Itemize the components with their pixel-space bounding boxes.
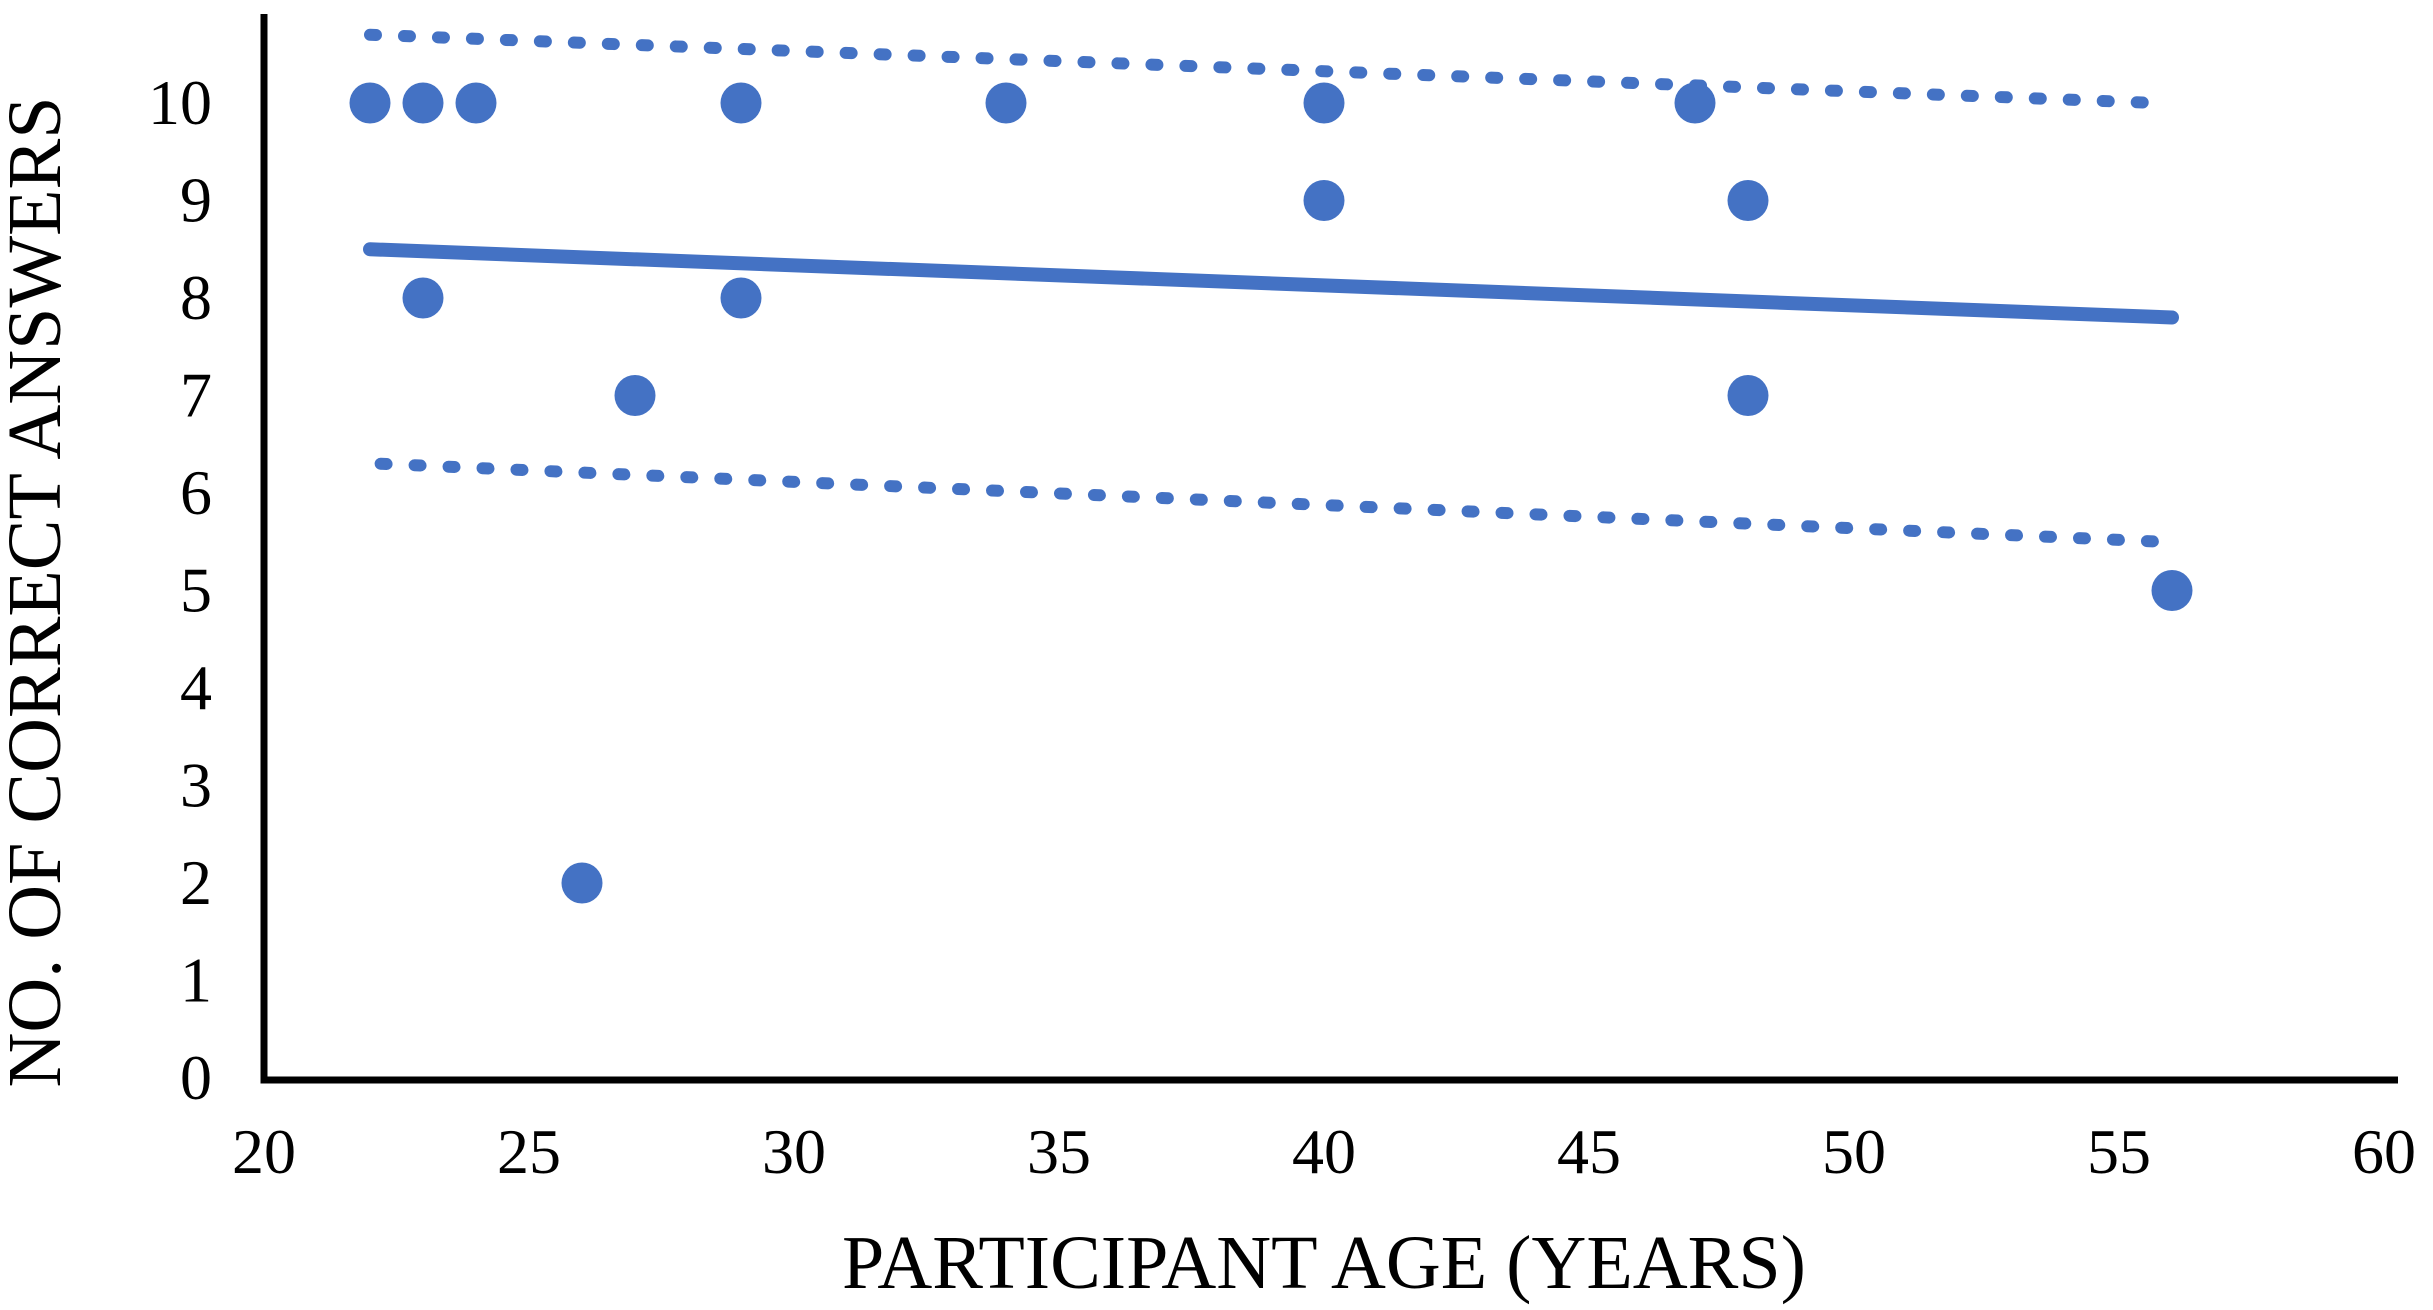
x-tick-label: 20 [232, 1116, 296, 1187]
data-point [1303, 180, 1345, 221]
y-tick-label: 2 [180, 847, 212, 918]
y-tick-label: 7 [180, 360, 212, 431]
data-point [1727, 375, 1769, 416]
y-tick-label: 8 [180, 262, 212, 333]
x-tick-label: 30 [762, 1116, 826, 1187]
data-point [720, 82, 762, 124]
x-tick-label: 60 [2352, 1116, 2416, 1187]
y-tick-label: 10 [148, 67, 212, 138]
x-tick-label: 45 [1557, 1116, 1621, 1187]
x-tick-label: 25 [497, 1116, 561, 1187]
y-tick-label: 9 [180, 165, 212, 236]
data-point [1303, 82, 1345, 124]
x-axis-title: PARTICIPANT AGE (YEARS) [842, 1221, 1806, 1305]
y-tick-label: 5 [180, 555, 212, 626]
y-tick-label: 6 [180, 457, 212, 528]
data-point [2151, 570, 2193, 611]
ci-upper-line [364, 28, 2163, 109]
y-axis-tick-labels: 0 1 2 3 4 5 6 7 8 9 10 [148, 67, 212, 1113]
y-tick-label: 0 [180, 1042, 212, 1113]
data-point [720, 277, 762, 319]
data-point [561, 862, 603, 904]
x-tick-label: 55 [2087, 1116, 2151, 1187]
data-point [1674, 82, 1716, 124]
data-point [349, 82, 391, 124]
data-series [349, 28, 2193, 904]
y-tick-label: 4 [180, 652, 212, 723]
x-tick-label: 35 [1027, 1116, 1091, 1187]
x-tick-label: 40 [1292, 1116, 1356, 1187]
trend-line [363, 242, 2179, 325]
data-point [985, 82, 1027, 124]
data-point [455, 82, 497, 124]
data-point [614, 375, 656, 416]
x-axis-tick-labels: 20 25 30 35 40 45 50 55 60 [232, 1116, 2416, 1187]
data-point [402, 277, 444, 319]
data-point [402, 82, 444, 124]
y-axis-title: NO. OF CORRECT ANSWERS [0, 96, 77, 1087]
ci-lower-line [374, 457, 2168, 548]
x-tick-label: 50 [1822, 1116, 1886, 1187]
y-tick-label: 3 [180, 750, 212, 821]
data-point [1727, 180, 1769, 221]
y-tick-label: 1 [180, 945, 212, 1016]
